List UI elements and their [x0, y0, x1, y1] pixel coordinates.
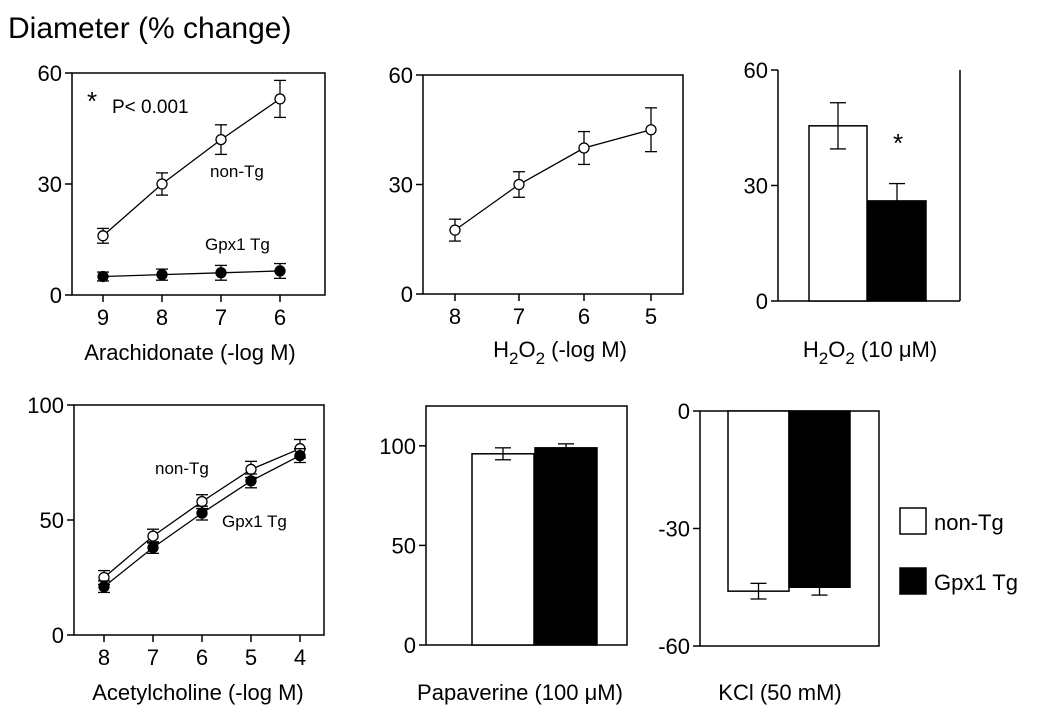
y-tick-label: 60: [744, 58, 768, 83]
bar-Gpx1 Tg: [867, 200, 927, 302]
annotation-pval: P< 0.001: [112, 97, 189, 118]
series-line-non-Tg: [102, 98, 281, 237]
x-label-text: (10 μM): [855, 337, 937, 362]
chart-acetylcholine: 0 50 100 8 7 6 5 4 Acetylcholine (-log M) non-Tg G…: [27, 393, 325, 705]
data-point: [274, 93, 286, 105]
series-line-non-Tg: [454, 129, 652, 231]
data-point: [156, 178, 168, 190]
x-tick-label: 8: [449, 304, 461, 329]
x-tick-label: 6: [578, 304, 590, 329]
data-point: [215, 133, 227, 146]
data-point: [147, 541, 159, 554]
x-label-subscript: 2: [819, 349, 828, 368]
data-point: [196, 507, 208, 519]
chart-arachidonate: 0 30 60 9 8 7 6 Arachidonate (-log M) * P< 0.001 n…: [38, 61, 326, 365]
data-point: [449, 224, 461, 236]
x-tick-label: 7: [513, 304, 525, 329]
x-axis-label: H2O2 (10 μM): [803, 337, 937, 368]
x-label-text: O: [518, 337, 535, 362]
x-label-subscript: 2: [509, 349, 518, 368]
x-tick-label: 7: [215, 305, 227, 330]
bar-Gpx1 Tg: [534, 447, 598, 646]
data-point: [274, 265, 286, 277]
x-tick-label: 4: [294, 645, 306, 670]
y-tick-label: -30: [658, 517, 690, 542]
data-point: [578, 142, 590, 154]
y-tick-label: 0: [50, 283, 62, 308]
x-axis-label: KCl (50 mM): [718, 680, 841, 705]
y-tick-label: 50: [392, 533, 416, 558]
annotation-label_gpx: Gpx1 Tg: [205, 235, 270, 254]
x-tick-label: 8: [156, 305, 168, 330]
x-tick-label: 8: [98, 645, 110, 670]
data-point: [156, 268, 168, 281]
page-title: Diameter (% change): [8, 12, 292, 45]
data-point: [97, 270, 109, 283]
x-axis-label: H2O2 (-log M): [493, 337, 627, 368]
x-tick-label: 5: [645, 304, 657, 329]
annotation-label_nontg: non-Tg: [210, 162, 264, 181]
legend-swatch-gpx1-tg: [899, 567, 927, 595]
legend-swatch-non-tg: [899, 507, 927, 535]
y-tick-label: 60: [38, 61, 62, 86]
series-line-Gpx1 Tg: [102, 270, 281, 278]
annotation-label_gpx: Gpx1 Tg: [222, 512, 287, 531]
data-point: [245, 463, 257, 476]
x-label-subscript: 2: [845, 349, 854, 368]
data-point: [196, 495, 208, 508]
plot-frame: [422, 74, 684, 295]
x-label-text: (-log M): [545, 337, 627, 362]
data-point: [215, 267, 227, 279]
chart-papaverine: 0 50 100 Papaverine (100 μM): [379, 405, 628, 705]
y-tick-label: 30: [389, 173, 413, 198]
bar-non-Tg: [808, 125, 868, 302]
y-tick-label: 60: [389, 63, 413, 88]
data-point: [645, 124, 657, 136]
y-tick-label: 0: [756, 289, 768, 314]
data-point: [147, 530, 159, 542]
y-tick-label: -60: [658, 634, 690, 659]
x-axis-label: Papaverine (100 μM): [417, 680, 623, 705]
y-tick-label: 0: [678, 399, 690, 424]
x-tick-label: 7: [147, 645, 159, 670]
legend: non-Tg Gpx1 Tg: [899, 507, 1018, 595]
y-tick-label: 0: [404, 633, 416, 658]
x-tick-label: 6: [196, 645, 208, 670]
x-axis-label: Acetylcholine (-log M): [92, 680, 304, 705]
y-tick-label: 30: [38, 172, 62, 197]
annotation-star: *: [893, 128, 903, 158]
x-label-text: H: [803, 337, 819, 362]
x-tick-label: 6: [274, 305, 286, 330]
x-tick-label: 5: [245, 645, 257, 670]
y-tick-label: 0: [401, 282, 413, 307]
data-point: [97, 230, 109, 242]
annotation-star: *: [87, 86, 97, 116]
x-label-subscript: 2: [536, 349, 545, 368]
x-label-text: O: [828, 337, 845, 362]
legend-label: Gpx1 Tg: [934, 570, 1018, 595]
y-tick-label: 30: [744, 174, 768, 199]
y-tick-label: 100: [379, 434, 416, 459]
data-point: [245, 475, 257, 487]
x-tick-label: 9: [97, 305, 109, 330]
x-label-text: H: [493, 337, 509, 362]
y-tick-label: 100: [27, 393, 64, 418]
bar-non-Tg: [727, 410, 790, 592]
x-axis-label: Arachidonate (-log M): [84, 340, 296, 365]
legend-label: non-Tg: [934, 510, 1004, 535]
y-tick-label: 50: [40, 508, 64, 533]
plot-frame: [71, 72, 326, 296]
annotation-label_nontg: non-Tg: [155, 459, 209, 478]
bar-non-Tg: [471, 453, 535, 646]
y-tick-label: 0: [52, 623, 64, 648]
bar-Gpx1 Tg: [788, 410, 851, 588]
data-point: [513, 178, 525, 191]
chart-kcl: 0 -30 -60 KCl (50 mM): [658, 399, 880, 705]
data-point: [98, 581, 110, 593]
data-point: [294, 449, 306, 462]
